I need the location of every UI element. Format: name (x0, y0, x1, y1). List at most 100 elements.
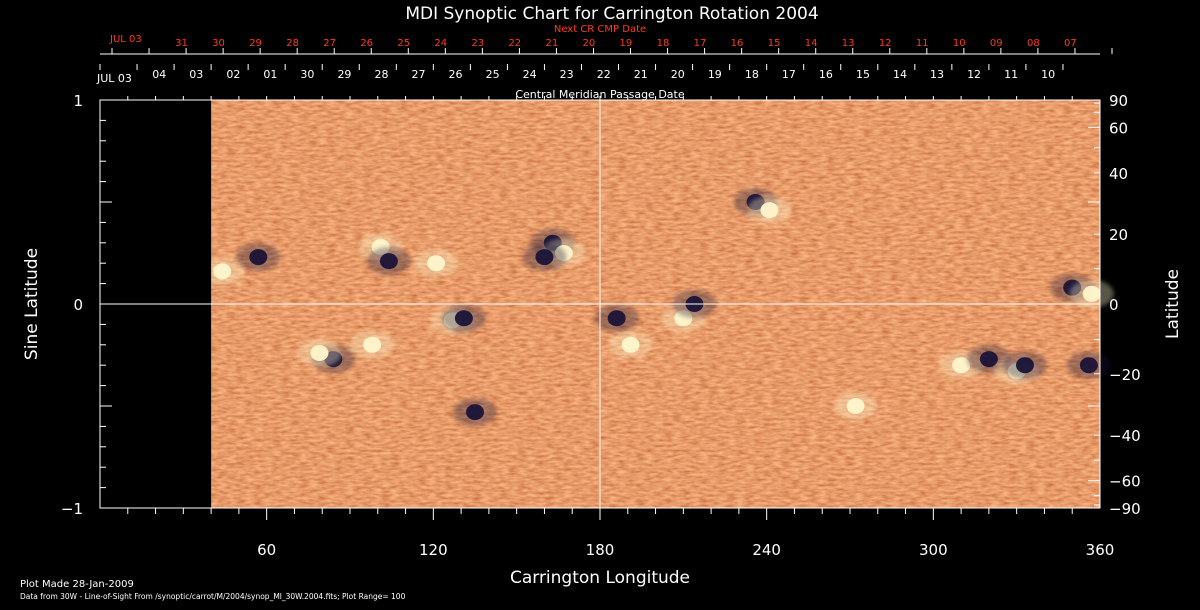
next-cr-date-label: 28 (286, 38, 299, 49)
negative-region (453, 398, 497, 427)
cmp-date-labels: 04 03 02 01 30 29 28 27 26 25 24 23 22 21 20 19 18 17 16 15… (152, 68, 1055, 81)
right-y-tick-label: 20 (1109, 226, 1128, 244)
region-core (427, 255, 446, 272)
region-core (363, 336, 382, 353)
cmp-date-label: 11 (1004, 68, 1018, 81)
cmp-date-label: 16 (819, 68, 833, 81)
cmp-start-label: JUL 03 (96, 72, 132, 85)
left-y-axis-title: Sine Latitude (22, 248, 42, 360)
cmp-ticks (99, 64, 1064, 70)
positive-region (414, 249, 459, 278)
next-cr-date-label: 08 (1027, 38, 1040, 49)
chart-title: MDI Synoptic Chart for Carrington Rotati… (405, 4, 818, 24)
cmp-date-label: 23 (560, 68, 574, 81)
right-y-tick-label: 90 (1109, 92, 1128, 110)
x-axis-ticks (127, 96, 1073, 520)
x-axis-title: Carrington Longitude (510, 568, 690, 588)
cmp-date-label: 27 (412, 68, 426, 81)
next-cr-label: Next CR CMP Date (554, 24, 646, 35)
region-core (310, 344, 329, 361)
negative-region (366, 247, 411, 276)
positive-region (297, 338, 342, 367)
right-y-tick-label: 0 (1109, 296, 1119, 314)
x-tick-label: 360 (1086, 541, 1115, 559)
x-axis-labels: 60 120 180 240 300 360 (257, 541, 1114, 559)
next-cr-date-label: 25 (397, 38, 410, 49)
next-cr-date-label: 09 (990, 38, 1003, 49)
next-cr-date-label: 24 (434, 38, 447, 49)
x-tick-label: 120 (419, 541, 448, 559)
cmp-date-label: 29 (337, 68, 351, 81)
next-cr-date-label: 31 (175, 38, 188, 49)
positive-region (833, 392, 878, 420)
negative-region (1066, 351, 1111, 380)
cmp-date-label: 17 (782, 68, 796, 81)
plot-made-note: Plot Made 28-Jan-2009 (20, 579, 134, 590)
right-y-tick-label: 40 (1109, 165, 1128, 183)
right-y-tick-label: −60 (1109, 473, 1141, 491)
positive-region (200, 257, 245, 286)
next-cr-date-label: 10 (953, 38, 966, 49)
region-core (1016, 357, 1034, 374)
negative-region (441, 304, 486, 333)
region-core (379, 253, 398, 270)
cmp-date-label: 02 (226, 68, 240, 81)
cmp-date-label: 14 (893, 68, 907, 81)
next-cr-date-label: 29 (249, 38, 262, 49)
cmp-date-label: 12 (967, 68, 981, 81)
next-cr-date-label: 30 (212, 38, 225, 49)
next-cr-date-label: 17 (694, 38, 707, 49)
next-cr-date-labels: 31 30 29 28 27 26 25 24 23 22 21 20 19 18 17 16 15 14 13 12… (175, 38, 1077, 49)
region-core (535, 249, 554, 266)
next-cr-date-label: 27 (323, 38, 336, 49)
cmp-date-label: 20 (671, 68, 685, 81)
negative-region (236, 243, 281, 272)
next-cr-date-label: 26 (360, 38, 373, 49)
x-tick-label: 300 (919, 541, 948, 559)
right-y-axis-ticks (1088, 99, 1100, 509)
next-cr-date-label: 23 (471, 38, 484, 49)
x-tick-label: 180 (586, 541, 615, 559)
region-core (1082, 285, 1101, 302)
cmp-date-label: 15 (856, 68, 870, 81)
cmp-date-label: 25 (486, 68, 500, 81)
negative-region (594, 304, 639, 333)
next-cr-date-label: 12 (879, 38, 892, 49)
positive-region (1069, 279, 1114, 308)
next-cr-date-label: 16 (731, 38, 744, 49)
left-y-axis-ticks (100, 99, 112, 509)
region-core (454, 310, 473, 327)
cmp-date-label: 13 (930, 68, 944, 81)
cmp-date-label: 21 (634, 68, 648, 81)
region-core (952, 357, 971, 374)
left-y-tick-label: 0 (73, 296, 83, 314)
right-y-axis-labels: 90 60 40 20 0 −20 −40 −60 −90 (1109, 92, 1141, 518)
cmp-date-label: 01 (263, 68, 277, 81)
cmp-date-label: 26 (449, 68, 463, 81)
cmp-date-label: 28 (374, 68, 388, 81)
next-cr-date-label: 11 (916, 38, 929, 49)
region-core (213, 263, 232, 280)
cmp-date-label: 24 (523, 68, 537, 81)
next-cr-date-label: 15 (768, 38, 781, 49)
active-regions (200, 188, 1114, 427)
region-core (979, 351, 998, 368)
positive-region (747, 196, 792, 225)
next-cr-date-label: 21 (545, 38, 558, 49)
region-core (607, 310, 626, 327)
region-core (466, 404, 484, 421)
cmp-date-label: 04 (152, 68, 166, 81)
x-tick-label: 60 (257, 541, 276, 559)
next-cr-date-label: 18 (657, 38, 670, 49)
right-y-axis-title: Latitude (1163, 269, 1183, 339)
right-y-tick-label: −20 (1109, 366, 1141, 384)
data-source-note: Data from 30W - Line-of-Sight From /syno… (20, 592, 406, 601)
left-y-axis-labels: 1 0 −1 (61, 92, 83, 518)
cmp-date-label: 18 (745, 68, 759, 81)
negative-region (522, 243, 567, 272)
positive-region (608, 330, 653, 359)
cmp-axis-label: Central Meridian Passage Date (515, 88, 684, 101)
region-core (249, 249, 268, 266)
next-cr-start-label: JUL 03 (109, 34, 142, 45)
